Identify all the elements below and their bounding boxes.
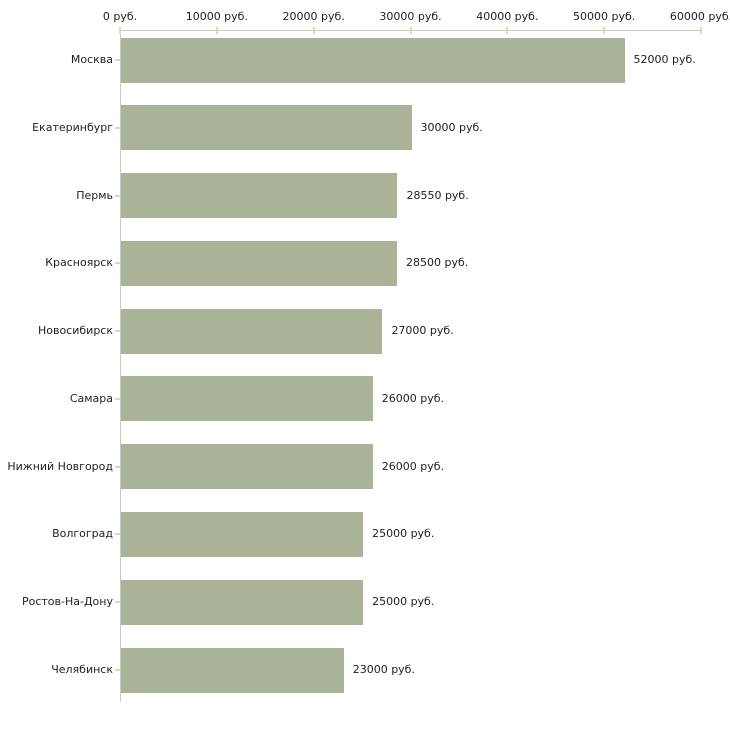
value-label: 28500 руб.	[405, 256, 469, 270]
value-label: 27000 руб.	[391, 324, 454, 338]
category-tick	[115, 601, 120, 604]
category-label: Новосибирск	[37, 324, 113, 338]
x-axis-tick	[215, 27, 218, 34]
value-label: 52000 руб.	[633, 53, 696, 66]
y-axis-line	[120, 30, 121, 702]
bar-1	[121, 37, 625, 83]
x-axis-tick	[119, 27, 121, 34]
category-tick	[115, 465, 120, 468]
value-label: 28550 руб.	[406, 188, 469, 202]
x-axis-tick-label: 0 руб.	[102, 10, 138, 23]
category-tick	[115, 397, 120, 400]
x-axis-tick-label: 30000 руб.	[379, 10, 442, 23]
x-axis-tick-label: 20000 руб.	[282, 10, 345, 23]
bar-9	[121, 579, 364, 625]
x-axis-tick	[312, 27, 315, 34]
category-tick	[115, 533, 120, 536]
x-axis-tick	[506, 27, 509, 34]
category-label: Челябинск	[51, 663, 113, 676]
bar-10	[121, 647, 344, 693]
value-label: 30000 руб.	[420, 120, 483, 134]
category-tick	[115, 669, 120, 671]
x-axis-tick	[603, 27, 606, 34]
category-label: Пермь	[76, 188, 113, 202]
value-label: 25000 руб.	[372, 527, 435, 541]
category-label: Волгоград	[52, 527, 113, 541]
category-label: Нижний Новгород	[7, 459, 113, 473]
category-label: Красноярск	[45, 256, 113, 270]
x-axis-tick-label: 60000 руб.	[669, 10, 730, 23]
x-axis-tick-label: 40000 руб.	[476, 10, 539, 23]
bar-2	[121, 105, 412, 151]
bar-5	[121, 308, 383, 354]
value-label: 26000 руб.	[381, 391, 445, 405]
value-label: 26000 руб.	[381, 459, 445, 473]
category-tick	[115, 330, 120, 333]
x-axis-tick-label: 10000 руб.	[185, 10, 248, 23]
category-tick	[115, 59, 120, 61]
category-tick	[115, 262, 120, 265]
category-label: Москва	[70, 53, 113, 66]
bar-7	[121, 444, 373, 490]
category-label: Екатеринбург	[32, 120, 113, 134]
category-tick	[115, 194, 120, 197]
category-label: Ростов-На-Дону	[21, 595, 113, 609]
value-label: 25000 руб.	[372, 595, 435, 609]
bar-3	[121, 173, 398, 219]
bar-8	[121, 511, 364, 557]
x-axis-tick-label: 50000 руб.	[573, 10, 636, 23]
x-axis-tick	[700, 27, 702, 34]
x-axis-tick	[409, 27, 412, 34]
value-label: 23000 руб.	[352, 663, 415, 676]
bar-4	[121, 240, 397, 286]
bar-6	[121, 376, 373, 422]
category-tick	[115, 126, 120, 129]
category-label: Самара	[69, 391, 113, 405]
